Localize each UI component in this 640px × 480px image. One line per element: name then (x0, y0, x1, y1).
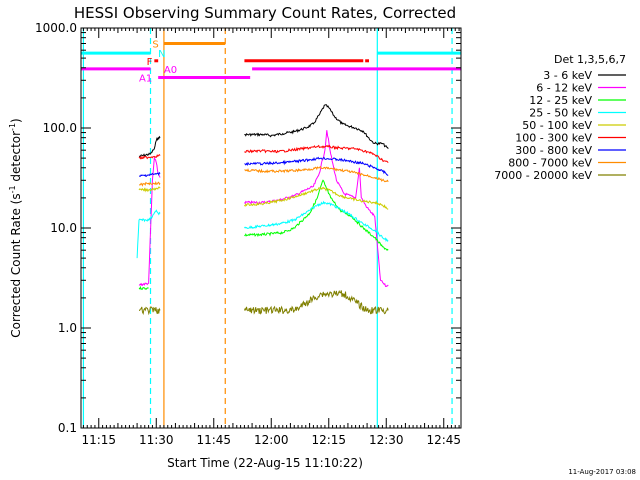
x-tick-label-5: 12:30 (369, 433, 404, 447)
legend-label-3-6-kev: 3 - 6 keV (543, 69, 592, 82)
x-tick-label-3: 12:00 (254, 433, 289, 447)
series-50-100-kev-segment-1 (243, 186, 389, 210)
legend-label-6-12-kev: 6 - 12 keV (536, 82, 592, 95)
legend-label-25-50-kev: 25 - 50 keV (529, 107, 592, 120)
flag-label-a1: A1 (139, 73, 152, 84)
y-axis-label-part2: detector (9, 131, 23, 186)
series-50-100-kev-segment-0 (138, 186, 161, 193)
series-6-12-kev-segment-0 (138, 156, 161, 287)
render-timestamp: 11-Aug-2017 03:08 (568, 468, 636, 476)
axes-layer: 0.1 1.0 10.0 100.0 1000.0 11:15 11:30 11:45 12:0… (35, 21, 462, 447)
legend-title: Det 1,3,5,6,7 (554, 53, 626, 66)
series-800-7000-kev-segment-0 (139, 180, 161, 187)
y-axis-label: Corrected Count Rate (s-1 detector-1) (8, 118, 23, 337)
series-25-50-kev (136, 200, 389, 259)
y-tick-label-1: 1.0 (58, 321, 77, 335)
series-7000-20000-kev-segment-0 (139, 306, 161, 316)
y-axis-label-part1: Corrected Count Rate (s (9, 193, 23, 337)
series-25-50-kev-segment-1 (244, 200, 389, 242)
x-axis-label: Start Time (22-Aug-15 11:10:22) (167, 456, 363, 470)
series-3-6-kev (138, 104, 389, 158)
series-3-6-kev-segment-1 (244, 104, 389, 150)
series-800-7000-kev (139, 166, 389, 187)
x-tick-label-2: 11:45 (196, 433, 231, 447)
series-800-7000-kev-segment-1 (244, 166, 389, 183)
flag-label-f: F (147, 57, 153, 68)
series-100-300-kev (138, 144, 389, 164)
flag-label-n: N (158, 49, 165, 60)
y-tick-label-4: 1000.0 (35, 21, 77, 35)
series-25-50-kev-segment-0 (136, 209, 161, 259)
chart-title: HESSI Observing Summary Count Rates, Cor… (74, 4, 456, 22)
series-300-800-kev-segment-1 (244, 156, 389, 176)
legend-label-7000-20000-kev: 7000 - 20000 keV (494, 169, 592, 182)
series-12-25-kev-segment-0 (138, 285, 149, 291)
annotations-layer: SNF A0 A1 (81, 28, 461, 428)
flag-label-a0: A0 (164, 65, 177, 76)
x-tick-label-4: 12:15 (311, 433, 346, 447)
series-7000-20000-kev-segment-1 (243, 289, 389, 315)
series-3-6-kev-segment-0 (138, 135, 161, 158)
legend-label-800-7000-kev: 800 - 7000 keV (508, 157, 592, 170)
series-layer (136, 104, 389, 316)
x-tick-label-1: 11:30 (139, 433, 174, 447)
series-50-100-kev (138, 186, 389, 210)
y-tick-label-0: 0.1 (58, 421, 77, 435)
y-axis-label-part3: ) (9, 118, 23, 123)
x-tick-label-6: 12:45 (426, 433, 461, 447)
series-300-800-kev-segment-0 (139, 171, 161, 178)
legend-label-100-300-kev: 100 - 300 keV (515, 132, 592, 145)
series-6-12-kev-segment-1 (244, 130, 389, 288)
flag-label-s: S (152, 39, 158, 50)
series-100-300-kev-segment-0 (138, 154, 161, 160)
series-100-300-kev-segment-1 (244, 144, 389, 164)
x-tick-label-0: 11:15 (81, 433, 116, 447)
series-12-25-kev (138, 179, 389, 291)
series-300-800-kev (139, 156, 389, 178)
legend-label-50-100-kev: 50 - 100 keV (522, 119, 592, 132)
y-tick-label-2: 10.0 (50, 221, 77, 235)
y-axis-label-exp2: -1 (8, 123, 17, 131)
y-axis-label-exp1: -1 (8, 185, 17, 193)
series-6-12-kev (138, 130, 389, 288)
series-12-25-kev-segment-1 (244, 179, 389, 251)
legend-label-300-800-kev: 300 - 800 keV (515, 144, 592, 157)
y-tick-label-3: 100.0 (43, 121, 77, 135)
legend-label-12-25-kev: 12 - 25 keV (529, 94, 592, 107)
series-7000-20000-kev (139, 289, 389, 316)
